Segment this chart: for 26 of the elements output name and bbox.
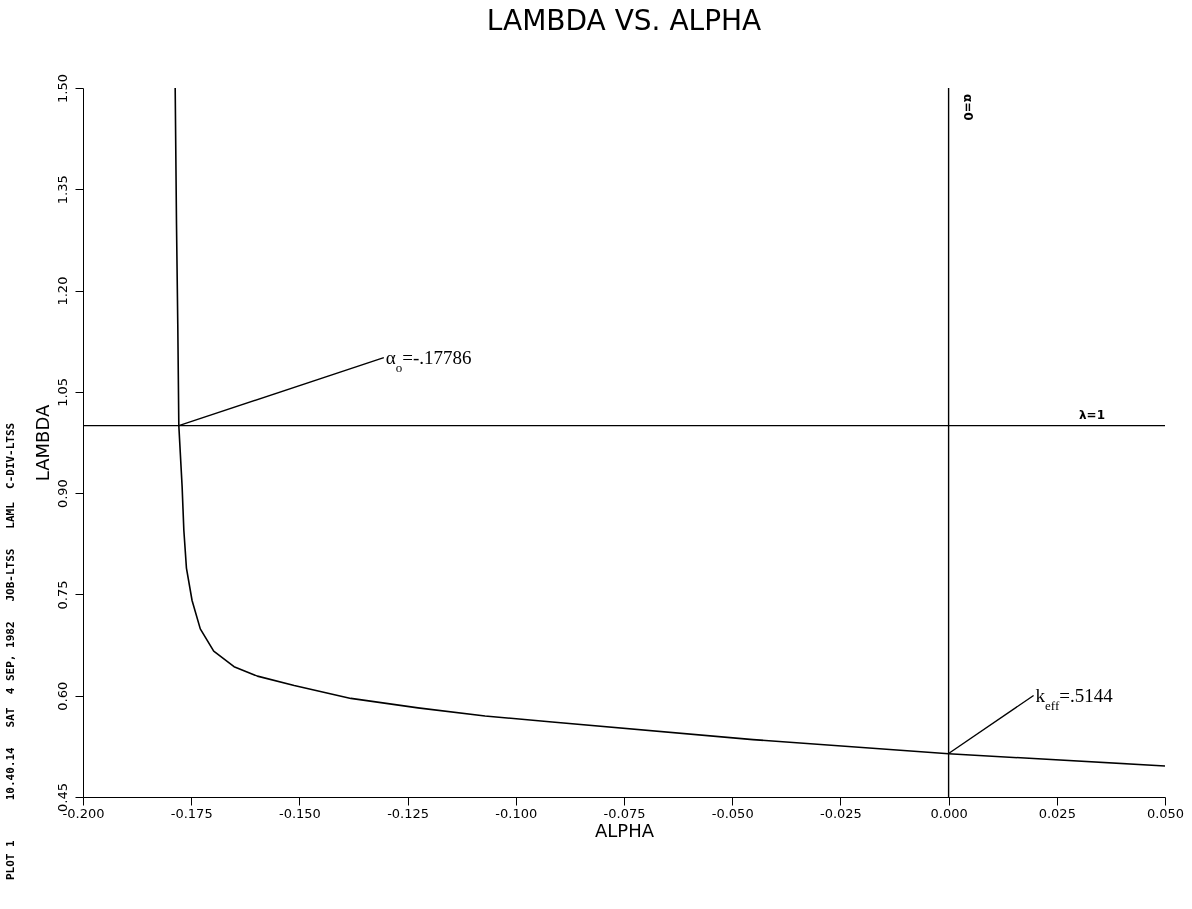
ref-line-label: λ=1 — [1079, 407, 1105, 422]
y-tick-label: 0.60 — [54, 681, 70, 711]
x-axis-title: ALPHA — [594, 819, 655, 841]
annotation: k$_{eff}$=.5144 — [1035, 684, 1114, 713]
x-tick-label: -0.025 — [819, 805, 862, 821]
x-tick-label: 0.050 — [1146, 805, 1185, 821]
x-tick-label: -0.050 — [711, 805, 754, 821]
y-tick-label: 1.05 — [54, 377, 70, 407]
x-tick-label: 0.025 — [1038, 805, 1076, 821]
text: PLOT 1 — [4, 840, 17, 880]
chart-title: LAMBDA VS. ALPHA — [486, 3, 762, 37]
x-tick-label: -0.125 — [387, 805, 430, 821]
y-axis-title: LAMBDA — [31, 404, 53, 482]
x-tick-label: -0.175 — [170, 805, 213, 821]
x-tick-label: -0.150 — [278, 805, 321, 821]
x-tick-label: -0.100 — [495, 805, 538, 821]
y-tick-label: 0.75 — [54, 580, 70, 610]
y-tick-label: 1.35 — [54, 175, 70, 205]
y-tick-label: 0.90 — [54, 479, 70, 509]
x-tick-label: 0.000 — [930, 805, 968, 821]
text: 10.40.14 SAT 4 SEP, 1982 JOB-LTSS LAML C-DIV-LTSS — [4, 422, 17, 801]
y-tick-label: 1.50 — [54, 74, 70, 103]
y-tick-label: 1.20 — [54, 276, 70, 306]
ref-line-label: α=0 — [960, 94, 975, 121]
x-tick-label: -0.075 — [603, 805, 646, 821]
annotation: α$_{o}$=-.17786 — [385, 346, 472, 375]
